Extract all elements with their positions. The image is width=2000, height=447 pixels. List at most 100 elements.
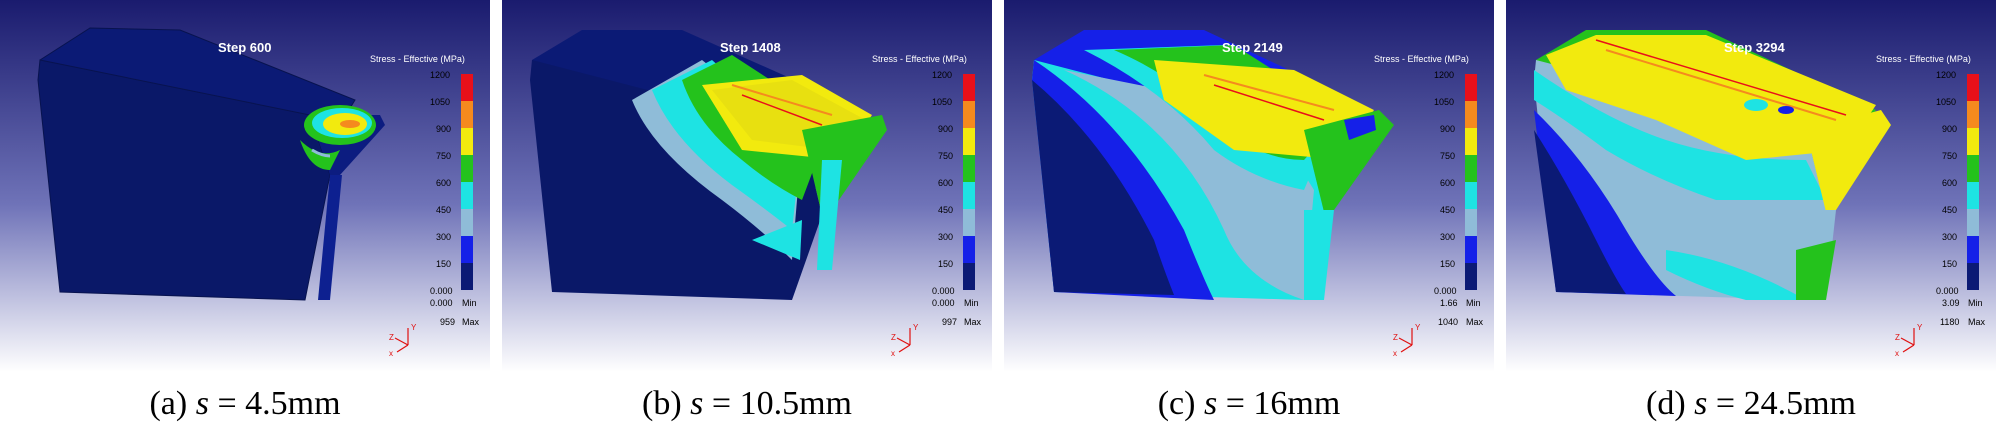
legend-band-300 <box>1465 236 1477 263</box>
legend-band-450 <box>1967 209 1979 236</box>
legend-band-450 <box>963 209 975 236</box>
legend-band-150 <box>963 263 975 290</box>
legend-tick: 750 <box>436 151 451 161</box>
axis-triad-icon: Y Z x <box>389 323 417 358</box>
svg-text:Y: Y <box>411 323 417 332</box>
legend-tick: 1050 <box>1936 97 1956 107</box>
svg-text:Y: Y <box>1415 323 1421 332</box>
legend-tick: 450 <box>938 205 953 215</box>
legend-title: Stress - Effective (MPa) <box>1876 54 1971 64</box>
caption-d: (d) s = 24.5mm <box>1506 385 1996 435</box>
max-label: Max <box>964 317 982 327</box>
min-value: 0.000 <box>932 298 955 308</box>
workpiece-model <box>1032 30 1394 300</box>
min-value: 0.000 <box>430 298 453 308</box>
legend-tick: 0.000 <box>1434 286 1457 296</box>
caption-variable: s <box>1203 385 1218 422</box>
min-value: 3.09 <box>1942 298 1960 308</box>
legend-tick: 0.000 <box>1936 286 1959 296</box>
svg-text:Y: Y <box>1917 323 1923 332</box>
legend-band-600 <box>1465 182 1477 209</box>
legend-tick: 150 <box>1440 259 1455 269</box>
legend-tick: 900 <box>1440 124 1455 134</box>
legend-band-300 <box>963 236 975 263</box>
legend-tick: 450 <box>1440 205 1455 215</box>
legend-tick: 150 <box>938 259 953 269</box>
legend-band-750 <box>461 155 473 182</box>
legend-band-1050 <box>1967 101 1979 128</box>
legend-tick: 600 <box>938 178 953 188</box>
legend-tick: 0.000 <box>430 286 453 296</box>
max-value: 997 <box>942 317 957 327</box>
workpiece-model <box>1534 30 1891 300</box>
svg-text:Z: Z <box>891 333 896 342</box>
legend-tick: 450 <box>436 205 451 215</box>
legend-tick: 1200 <box>1936 70 1956 80</box>
legend-tick: 300 <box>1440 232 1455 242</box>
legend-tick: 300 <box>436 232 451 242</box>
svg-text:x: x <box>389 349 393 358</box>
legend-tick: 300 <box>1942 232 1957 242</box>
max-label: Max <box>1968 317 1986 327</box>
stress-legend: Stress - Effective (MPa) 1200 1050 900 7… <box>872 54 982 327</box>
panel-a: Step 600 Stress - Effective (MPa) 1200 1… <box>0 0 490 372</box>
min-label: Min <box>462 298 477 308</box>
legend-title: Stress - Effective (MPa) <box>872 54 967 64</box>
legend-band-750 <box>1465 155 1477 182</box>
legend-band-900 <box>963 128 975 155</box>
min-label: Min <box>964 298 979 308</box>
legend-band-900 <box>1465 128 1477 155</box>
svg-text:x: x <box>891 349 895 358</box>
caption-value: = 10.5mm <box>711 385 852 422</box>
caption-label: (d) <box>1646 385 1686 422</box>
legend-band-150 <box>1967 263 1979 290</box>
svg-text:Z: Z <box>1895 333 1900 342</box>
max-value: 959 <box>440 317 455 327</box>
legend-band-1200 <box>461 74 473 101</box>
legend-tick: 750 <box>938 151 953 161</box>
axis-triad-icon: Y Z x <box>1393 323 1421 358</box>
axis-triad-icon: Y Z x <box>891 323 919 358</box>
legend-band-1050 <box>963 101 975 128</box>
legend-tick: 300 <box>938 232 953 242</box>
legend-title: Stress - Effective (MPa) <box>1374 54 1469 64</box>
legend-band-1050 <box>1465 101 1477 128</box>
panel-d: Step 3294 Stress - Effective (MPa) 1200 … <box>1506 0 1996 372</box>
legend-tick: 600 <box>436 178 451 188</box>
legend-band-750 <box>1967 155 1979 182</box>
legend-band-900 <box>1967 128 1979 155</box>
legend-tick: 600 <box>1942 178 1957 188</box>
legend-tick: 900 <box>436 124 451 134</box>
panel-c: Step 2149 Stress - Effective (MPa) 1200 … <box>1004 0 1494 372</box>
svg-text:Z: Z <box>389 333 394 342</box>
legend-band-600 <box>963 182 975 209</box>
legend-tick: 600 <box>1440 178 1455 188</box>
legend-band-1200 <box>963 74 975 101</box>
caption-label: (a) <box>149 385 188 422</box>
legend-tick: 1200 <box>430 70 450 80</box>
workpiece-model <box>530 30 887 300</box>
stress-legend: Stress - Effective (MPa) 1200 1050 900 7… <box>1374 54 1484 327</box>
legend-band-450 <box>461 209 473 236</box>
legend-band-1050 <box>461 101 473 128</box>
caption-label: (b) <box>642 385 682 422</box>
workpiece-model <box>37 27 385 301</box>
stress-legend: Stress - Effective (MPa) 1200 1050 900 7… <box>370 54 480 327</box>
min-label: Min <box>1968 298 1983 308</box>
legend-band-150 <box>1465 263 1477 290</box>
step-label: Step 1408 <box>720 40 781 55</box>
panel-b: Step 1408 Stress - Effective (MPa) 1200 … <box>502 0 992 372</box>
max-value: 1180 <box>1940 317 1959 327</box>
max-value: 1040 <box>1438 317 1458 327</box>
svg-text:Y: Y <box>913 323 919 332</box>
caption-c: (c) s = 16mm <box>1004 385 1494 435</box>
legend-tick: 150 <box>436 259 451 269</box>
legend-band-450 <box>1465 209 1477 236</box>
max-label: Max <box>1466 317 1484 327</box>
legend-tick: 150 <box>1942 259 1957 269</box>
stress-legend: Stress - Effective (MPa) 1200 1050 900 7… <box>1876 54 1986 327</box>
caption-b: (b) s = 10.5mm <box>502 385 992 435</box>
step-label: Step 3294 <box>1724 40 1785 55</box>
legend-band-1200 <box>1465 74 1477 101</box>
min-label: Min <box>1466 298 1481 308</box>
